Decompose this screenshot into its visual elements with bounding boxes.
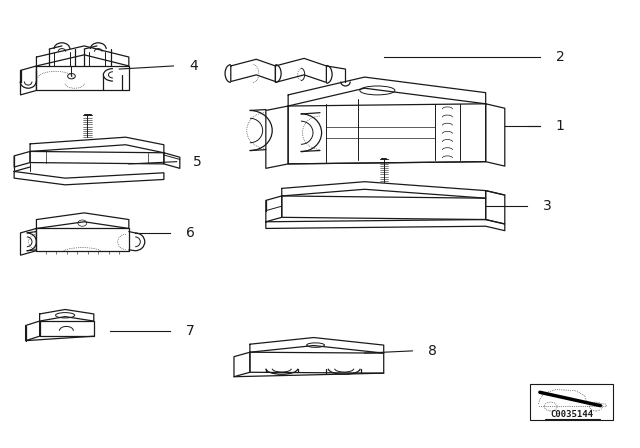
Text: 4: 4 bbox=[189, 59, 198, 73]
Text: C0035144: C0035144 bbox=[550, 409, 593, 418]
Text: 8: 8 bbox=[428, 344, 437, 358]
Text: 3: 3 bbox=[543, 199, 552, 213]
Text: 6: 6 bbox=[186, 226, 195, 240]
Bar bbox=[531, 384, 613, 420]
Text: 7: 7 bbox=[186, 324, 195, 338]
Text: 2: 2 bbox=[556, 50, 564, 64]
Text: 1: 1 bbox=[556, 119, 564, 133]
Text: 5: 5 bbox=[193, 155, 202, 168]
